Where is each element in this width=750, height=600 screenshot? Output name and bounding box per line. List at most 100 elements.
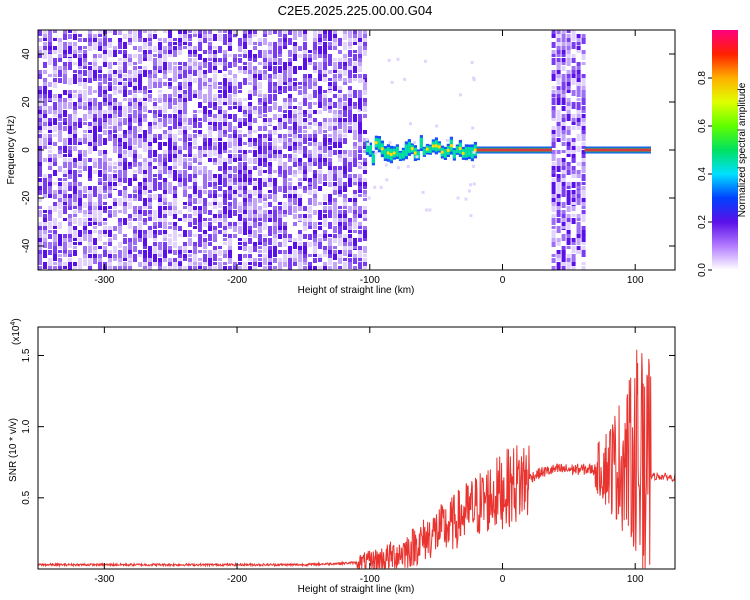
heatmap-cell (103, 190, 107, 193)
heatmap-cell (343, 62, 347, 68)
heatmap-cell (343, 234, 347, 241)
heatmap-cell (53, 194, 57, 199)
heatmap-cell (193, 182, 197, 189)
heatmap-cell (208, 174, 212, 181)
heatmap-cell (113, 102, 117, 106)
heatmap-cell (566, 194, 571, 199)
heatmap-cell (73, 54, 77, 58)
heatmap-cell (358, 174, 362, 180)
heatmap-cell (173, 146, 177, 152)
heatmap-cell (566, 246, 571, 249)
heatmap-cell (298, 250, 302, 255)
heatmap-cell (153, 166, 157, 169)
colorbar-tick-label: 0.2 (697, 215, 708, 229)
heatmap-cell (223, 178, 227, 182)
heatmap-cell (263, 66, 267, 69)
heatmap-cell (576, 66, 581, 71)
heatmap-cell (338, 250, 342, 255)
heatmap-cell (178, 138, 182, 141)
heatmap-cell (238, 46, 242, 52)
heatmap-cell (386, 151, 390, 155)
heatmap-cell (163, 106, 167, 111)
heatmap-cell (118, 110, 122, 117)
heatmap-cell (68, 186, 72, 191)
heatmap-cell (213, 202, 217, 205)
heatmap-cell (561, 254, 566, 261)
heatmap-cell (263, 242, 267, 249)
heatmap-cell (581, 238, 586, 242)
heatmap-cell (153, 66, 157, 70)
heatmap-cell (343, 66, 347, 72)
heatmap-cell (318, 142, 322, 146)
heatmap-cell (333, 222, 337, 225)
heatmap-cell (298, 110, 302, 113)
heatmap-cell (358, 262, 362, 269)
heatmap-cell (278, 134, 282, 141)
heatmap-cell (63, 126, 67, 131)
heatmap-cell (328, 170, 332, 175)
heatmap-cell (473, 148, 477, 152)
heatmap-cell (363, 190, 367, 195)
heatmap-cell (143, 118, 147, 122)
heatmap-cell (303, 138, 307, 144)
heatmap-cell (353, 102, 357, 109)
heatmap-cell (293, 134, 297, 138)
heatmap-cell (343, 150, 347, 157)
heatmap-cell (576, 118, 581, 123)
heatmap-cell (73, 182, 77, 186)
heatmap-cell (148, 122, 152, 127)
heatmap-cell (258, 158, 262, 166)
heatmap-cell (313, 230, 317, 235)
heatmap-cell (163, 130, 167, 134)
heatmap-cell (333, 62, 337, 70)
heatmap-cell (198, 210, 202, 214)
heatmap-cell (213, 122, 217, 128)
heatmap-cell (303, 30, 307, 37)
heatmap-cell (363, 34, 367, 41)
heatmap-cell (288, 54, 292, 57)
heatmap-cell (123, 150, 127, 156)
heatmap-cell (93, 110, 97, 114)
heatmap-cell (218, 106, 222, 110)
heatmap-cell (93, 34, 97, 41)
heatmap-cell (168, 266, 172, 270)
heatmap-cell (323, 206, 327, 211)
heatmap-cell (208, 122, 212, 125)
heatmap-cell (178, 82, 182, 87)
heatmap-cell (128, 266, 132, 270)
heatmap-cell (188, 34, 192, 39)
heatmap-cell (143, 222, 147, 225)
heatmap-cell (303, 98, 307, 106)
heatmap-cell (556, 178, 561, 182)
heatmap-cell (571, 66, 576, 72)
heatmap-cell (485, 148, 489, 152)
heatmap-cell (138, 86, 142, 90)
heatmap-cell (605, 148, 609, 152)
heatmap-cell (178, 258, 182, 261)
heatmap-cell (318, 62, 322, 68)
heatmap-cell (318, 146, 322, 151)
heatmap-cell (108, 166, 112, 172)
heatmap-cell (268, 262, 272, 265)
heatmap-cell (148, 234, 152, 238)
heatmap-cell (238, 146, 242, 151)
heatmap-cell (288, 210, 292, 215)
heatmap-cell (581, 230, 586, 236)
heatmap-cell (73, 194, 77, 202)
heatmap-cell (163, 70, 167, 74)
heatmap-cell (556, 198, 561, 202)
heatmap-cell (148, 50, 152, 57)
heatmap-cell (587, 148, 591, 152)
heatmap-cell (556, 110, 561, 115)
heatmap-cell (288, 138, 292, 144)
heatmap-cell (238, 246, 242, 250)
heatmap-cell (363, 182, 367, 189)
heatmap-cell (88, 158, 92, 162)
heatmap-cell (298, 150, 302, 154)
heatmap-cell (243, 246, 247, 251)
heatmap-cell (98, 66, 102, 72)
heatmap-cell (193, 142, 197, 145)
heatmap-cell (93, 162, 97, 168)
heatmap-cell (148, 42, 152, 49)
heatmap-cell (343, 226, 347, 230)
